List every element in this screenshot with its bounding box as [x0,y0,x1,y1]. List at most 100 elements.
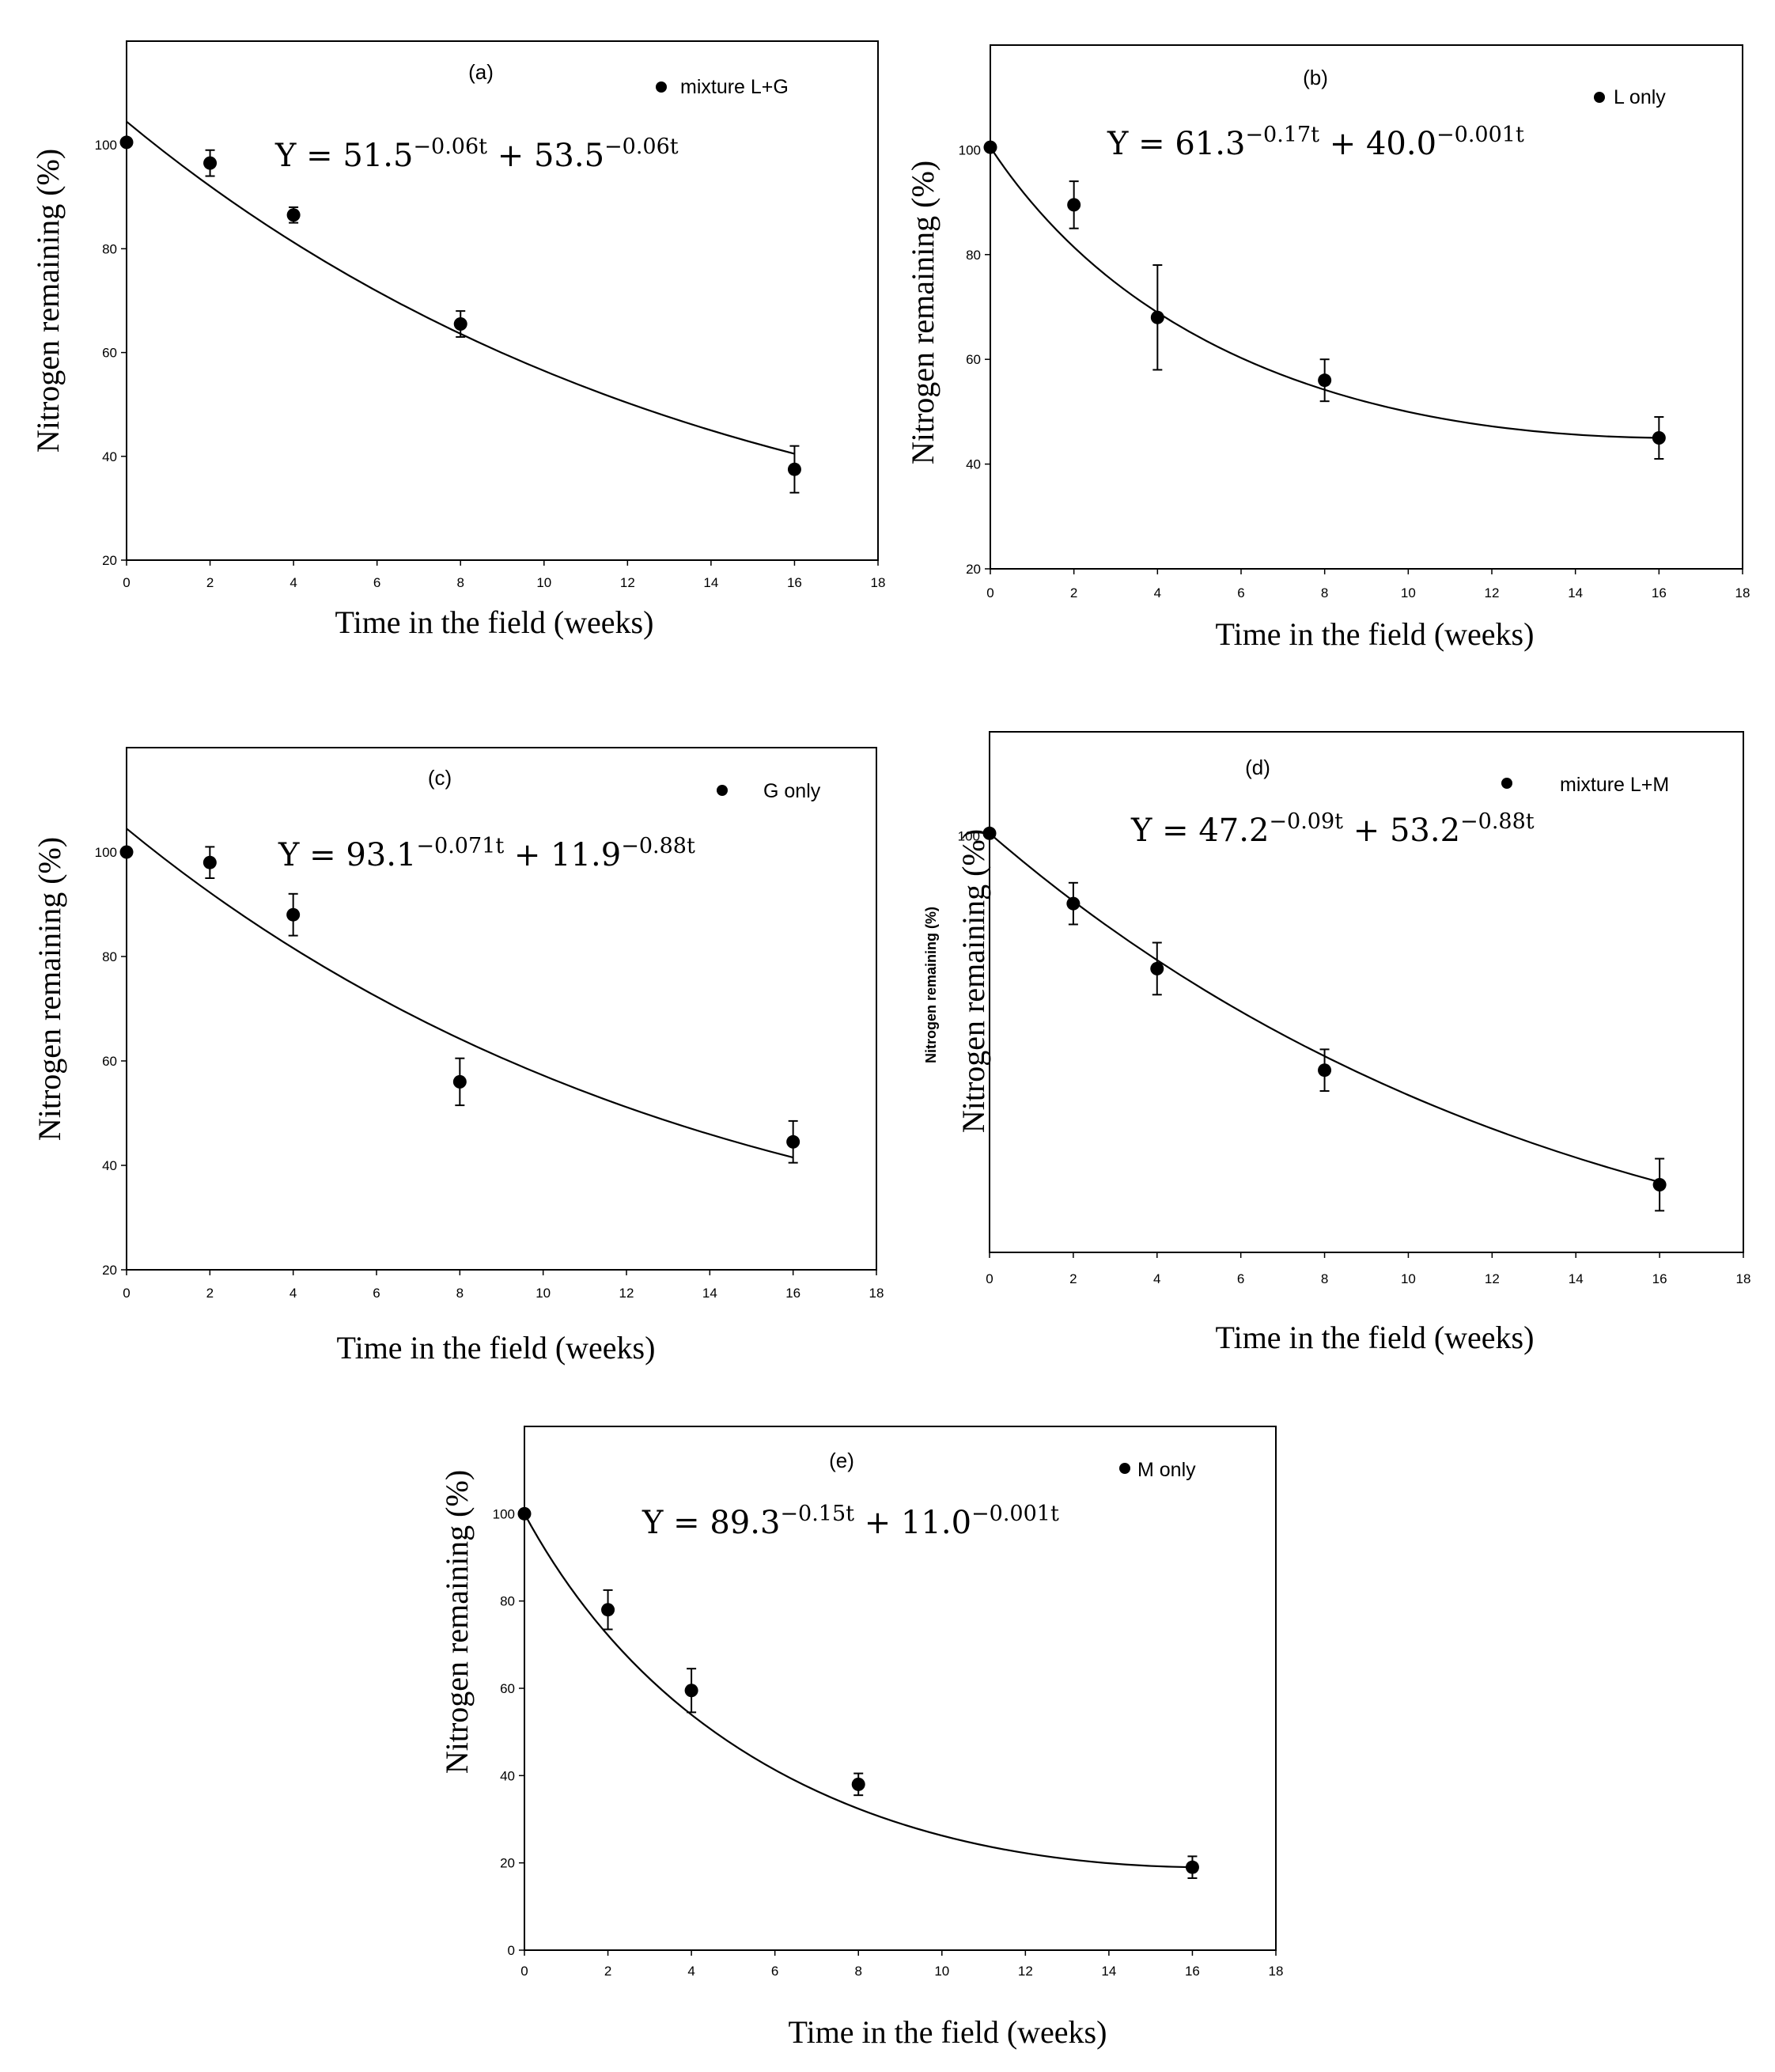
fit-curve [990,146,1660,439]
y-tick-label: 60 [102,346,117,361]
equation-joiner: + [1343,813,1390,849]
x-tick-label: 8 [854,1964,861,1979]
y-tick-label: 40 [500,1768,515,1783]
fit-equation: Y = 61.3−0.17t + 40.0−0.001t [1107,123,1524,162]
x-tick-label: 16 [1652,585,1667,600]
plot-frame [989,731,1744,1253]
legend-label: M only [1137,1459,1196,1481]
x-tick-label: 18 [1736,1271,1751,1286]
y-tick-label: 100 [95,138,117,153]
x-axis-title: Time in the field (weeks) [1216,616,1535,652]
x-tick-label: 8 [456,1286,464,1301]
legend-marker [656,81,667,93]
y-tick-label: 60 [966,352,981,367]
x-tick-label: 12 [619,1286,634,1301]
panel-label: (c) [428,766,452,790]
y-tick-label: 20 [966,562,981,577]
x-tick-label: 0 [986,585,993,600]
y-tick-label: 0 [508,1943,515,1958]
data-point [787,462,801,476]
legend-marker [1501,778,1512,789]
data-point [1185,1860,1199,1874]
equation-joiner: + [487,138,534,174]
x-tick-label: 4 [1153,1271,1160,1286]
x-tick-label: 16 [1185,1964,1200,1979]
equation-lead: Y = [278,837,346,873]
y-tick-label: 40 [102,1158,117,1173]
panel-label: (d) [1245,756,1270,779]
x-tick-label: 0 [123,575,130,590]
chart-panel-5: 0 2 4 6 8 10 12 14 16 18 0 20 40 60 80 100 (e) M only Y = … [439,1426,1283,2050]
x-tick-label: 12 [620,575,635,590]
data-point [202,855,217,869]
x-tick-label: 6 [373,1286,380,1301]
panel-label: (a) [468,60,494,84]
y-tick-label: 80 [102,241,117,256]
x-tick-label: 14 [703,575,718,590]
chart-panel-4: 0 2 4 6 8 10 12 14 16 18 100 (d) mixture L+M Y = 47.2… [923,731,1751,1355]
data-point [286,907,301,922]
x-tick-label: 0 [986,1271,993,1286]
y-axis-title-overlay: Nitrogen remaining (%) [923,907,939,1063]
equation-coef-b: 53.2 [1390,813,1460,849]
x-tick-label: 10 [536,575,551,590]
x-tick-label: 10 [1401,585,1416,600]
plot-frame [990,44,1743,570]
x-tick-label: 18 [1269,1964,1284,1979]
equation-exp-b: −0.001t [1436,123,1524,147]
data-point [1150,961,1164,975]
x-tick-label: 6 [1237,585,1244,600]
data-point [1318,373,1332,388]
y-axis-title: Nitrogen remaining (%) [956,829,991,1133]
data-point [851,1777,865,1791]
equation-coef-b: 11.0 [901,1505,971,1541]
data-point [1652,431,1666,445]
x-tick-label: 8 [1321,585,1328,600]
x-tick-label: 16 [785,1286,800,1301]
data-point [119,845,134,859]
equation-exp-a: −0.071t [416,834,504,858]
x-tick-label: 4 [1154,585,1161,600]
equation-joiner: + [1319,126,1366,162]
equation-lead: Y = [1130,813,1198,849]
y-axis-title: Nitrogen remaining (%) [32,837,67,1141]
panel-label: (e) [829,1449,854,1472]
fit-equation: Y = 47.2−0.09t + 53.2−0.88t [1130,809,1535,849]
x-tick-label: 6 [373,575,380,590]
equation-lead: Y = [274,138,343,174]
legend-label: G only [763,780,821,802]
data-point [286,208,301,222]
data-point [453,317,467,331]
x-tick-label: 16 [1652,1271,1667,1286]
y-tick-label: 20 [102,553,117,568]
data-point [119,135,134,150]
equation-exp-a: −0.06t [413,134,487,159]
fit-equation: Y = 89.3−0.15t + 11.0−0.001t [641,1502,1059,1541]
x-tick-label: 4 [687,1964,694,1979]
x-tick-label: 12 [1018,1964,1033,1979]
equation-exp-b: −0.06t [604,134,679,159]
x-tick-label: 6 [1237,1271,1244,1286]
plot-frame [126,40,879,561]
equation-exp-b: −0.001t [971,1502,1059,1526]
y-tick-label: 100 [959,142,981,157]
chart-panel-3: 0 2 4 6 8 10 12 14 16 18 20 40 60 80 100 (c) G only Y = 9… [32,747,884,1366]
x-tick-label: 18 [871,575,886,590]
x-tick-label: 14 [702,1286,717,1301]
x-tick-label: 2 [604,1964,611,1979]
chart-panel-1: 0 2 4 6 8 10 12 14 16 18 20 40 60 80 100 (a) mixture L+G… [30,40,886,640]
equation-exp-a: −0.09t [1269,809,1343,834]
equation-joiner: + [504,837,551,873]
x-tick-label: 14 [1569,1271,1584,1286]
data-point [601,1603,615,1617]
data-point [982,826,997,840]
x-tick-label: 2 [1070,585,1077,600]
equation-lead: Y = [1107,126,1175,162]
y-axis-title: Nitrogen remaining (%) [905,161,940,464]
x-tick-label: 6 [771,1964,778,1979]
legend-marker [1594,92,1605,103]
equation-lead: Y = [641,1505,710,1541]
legend-marker [717,785,728,796]
x-tick-label: 12 [1485,1271,1500,1286]
